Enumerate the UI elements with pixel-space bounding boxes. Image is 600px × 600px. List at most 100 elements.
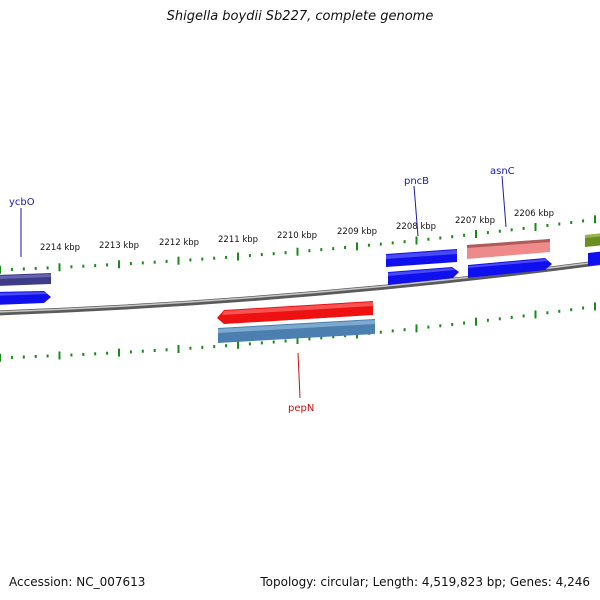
tick-mark — [189, 258, 192, 262]
tick-mark — [153, 349, 156, 352]
tick-mark — [486, 318, 489, 322]
tick-mark — [475, 230, 477, 238]
tick-mark — [94, 264, 97, 268]
tick-mark — [463, 321, 466, 325]
tick-mark — [22, 267, 25, 271]
tick-mark — [439, 236, 442, 240]
tick-mark — [58, 263, 61, 272]
kbp-label: 2213 kbp — [99, 241, 139, 251]
tick-mark — [213, 256, 216, 260]
gene-label-pepn: pepN — [288, 403, 314, 414]
tick-mark — [177, 256, 180, 265]
kbp-label: 2206 kbp — [514, 209, 554, 219]
tick-mark — [570, 308, 573, 312]
tick-mark — [70, 353, 73, 357]
gene-asnc[interactable] — [467, 239, 550, 259]
tick-mark — [486, 231, 489, 235]
tick-mark — [332, 247, 335, 251]
gene-arrow-blue-4[interactable] — [588, 251, 600, 266]
gene-arrow-blue-2[interactable] — [388, 267, 459, 285]
outer-tick-ring — [0, 215, 596, 274]
tick-mark — [34, 355, 37, 358]
tick-mark — [498, 229, 501, 233]
kbp-label: 2207 kbp — [455, 216, 495, 226]
gene-label-ycbo: ycbO — [9, 197, 35, 208]
tick-mark — [10, 355, 13, 359]
tick-mark — [332, 335, 335, 339]
tick-mark — [201, 345, 204, 349]
tick-mark — [129, 350, 132, 354]
tick-mark — [272, 340, 275, 344]
tick-mark — [260, 253, 263, 257]
tick-mark — [22, 355, 25, 359]
tick-mark — [165, 259, 168, 263]
tick-mark — [0, 353, 1, 362]
tick-mark — [439, 324, 442, 328]
tick-mark — [284, 251, 287, 255]
gene-arrow-blue-3[interactable] — [468, 258, 552, 278]
gene-pepn[interactable] — [217, 301, 373, 324]
tick-mark — [594, 302, 596, 311]
gene-pncb[interactable] — [386, 249, 457, 267]
tick-mark — [46, 266, 49, 270]
tick-mark — [70, 265, 73, 269]
tick-mark — [403, 328, 406, 332]
tick-mark — [106, 263, 109, 267]
gene-label-pncb: pncB — [404, 176, 429, 187]
tick-mark — [260, 341, 263, 345]
tick-mark — [367, 243, 370, 247]
kbp-label: 2211 kbp — [218, 235, 258, 245]
tick-mark — [582, 306, 585, 310]
genome-summary-text: Topology: circular; Length: 4,519,823 bp… — [260, 575, 590, 589]
tick-mark — [558, 309, 561, 313]
tick-mark — [129, 262, 132, 266]
tick-mark — [153, 260, 156, 264]
gene-ycbo[interactable] — [0, 273, 51, 286]
tick-mark — [522, 226, 525, 230]
tick-mark — [46, 354, 49, 358]
tick-mark — [248, 342, 251, 346]
tick-mark — [510, 315, 513, 319]
tick-mark — [546, 311, 549, 315]
tick-mark — [320, 248, 323, 252]
tick-mark — [570, 221, 573, 224]
gene-steel[interactable] — [218, 319, 375, 343]
gene-olive[interactable] — [585, 233, 600, 247]
tick-mark — [141, 261, 144, 265]
pepn-leader — [297, 352, 301, 399]
tick-mark — [225, 344, 228, 348]
tick-mark — [82, 352, 85, 356]
tick-mark — [201, 257, 204, 261]
kbp-labels: 2214 kbp 2213 kbp 2212 kbp 2211 kbp 2210… — [40, 209, 554, 253]
tick-mark — [558, 222, 561, 226]
tick-mark — [451, 235, 454, 239]
tick-mark — [308, 249, 311, 253]
tick-mark — [165, 348, 168, 352]
accession-text: Accession: NC_007613 — [9, 575, 146, 589]
tick-mark — [296, 247, 299, 256]
tick-mark — [391, 329, 394, 333]
tick-mark — [118, 348, 120, 357]
tick-mark — [272, 252, 275, 256]
tick-mark — [58, 351, 61, 360]
tick-mark — [356, 242, 358, 251]
tick-mark — [296, 336, 299, 344]
kbp-label: 2209 kbp — [337, 227, 377, 237]
tick-mark — [546, 224, 549, 227]
tick-mark — [248, 254, 251, 258]
tick-mark — [427, 325, 430, 329]
tick-mark — [237, 340, 239, 349]
tick-mark — [189, 346, 192, 350]
tick-mark — [213, 345, 216, 349]
genome-title: Shigella boydii Sb227, complete genome — [166, 9, 434, 24]
tick-mark — [106, 351, 109, 355]
kbp-label: 2212 kbp — [159, 238, 199, 248]
gene-label-asnc: asnC — [490, 166, 515, 177]
gene-arrow-blue[interactable] — [0, 291, 51, 305]
tick-mark — [475, 317, 477, 326]
kbp-label: 2208 kbp — [396, 222, 436, 232]
tick-mark — [451, 323, 454, 326]
tick-mark — [582, 219, 585, 223]
tick-mark — [463, 233, 466, 237]
